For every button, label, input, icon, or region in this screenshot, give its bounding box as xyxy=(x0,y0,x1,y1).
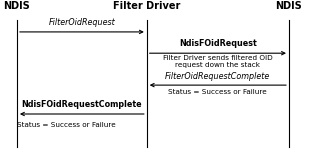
Text: NdisFOidRequest: NdisFOidRequest xyxy=(179,39,257,48)
Text: Status = Success or Failure: Status = Success or Failure xyxy=(17,122,116,128)
Text: NdisFOidRequestComplete: NdisFOidRequestComplete xyxy=(22,100,142,109)
Text: Status = Success or Failure: Status = Success or Failure xyxy=(168,89,267,95)
Text: Filter Driver sends filtered OID
request down the stack: Filter Driver sends filtered OID request… xyxy=(163,55,273,69)
Text: Filter Driver: Filter Driver xyxy=(113,1,180,11)
Text: NDIS: NDIS xyxy=(276,1,302,11)
Text: FilterOidRequestComplete: FilterOidRequestComplete xyxy=(165,72,270,81)
Text: NDIS: NDIS xyxy=(4,1,30,11)
Text: FilterOidRequest: FilterOidRequest xyxy=(49,18,115,27)
